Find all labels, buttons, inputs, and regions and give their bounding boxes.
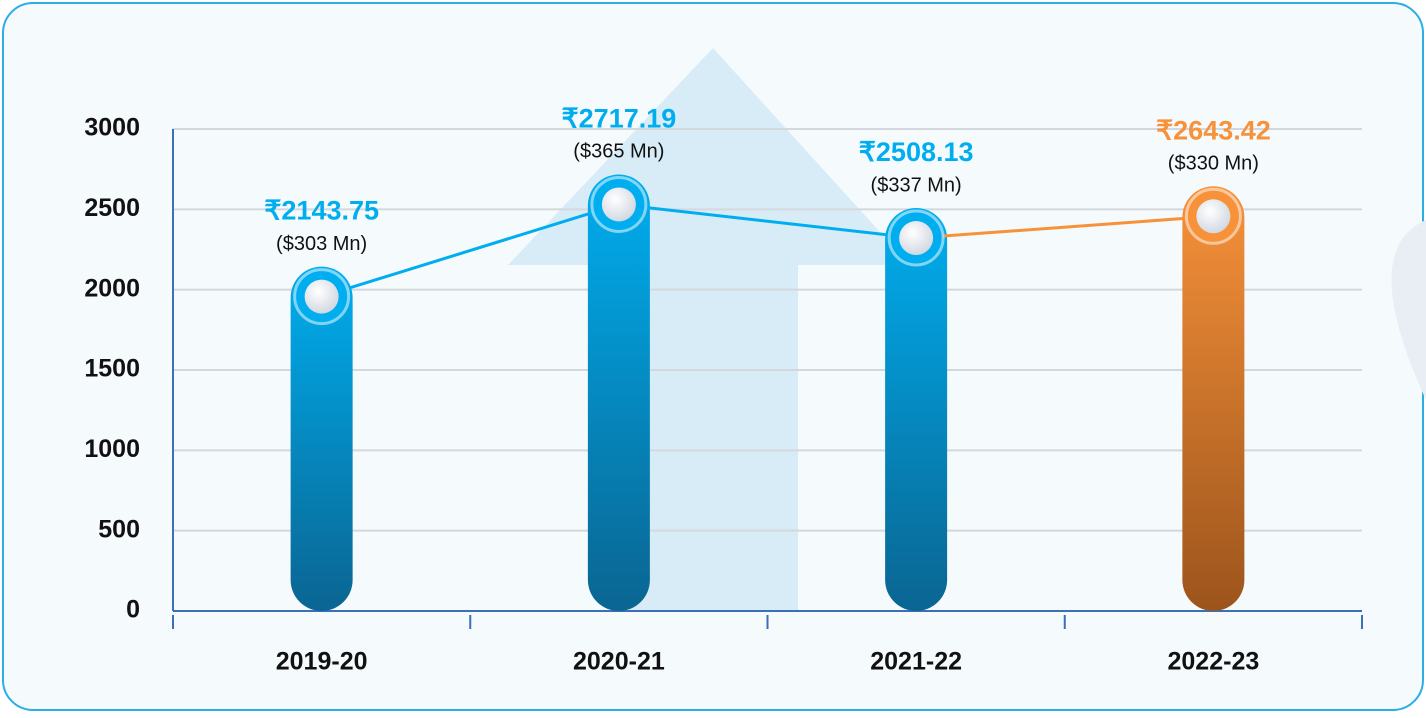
usd-label: ($365 Mn) [573,141,664,163]
x-tick-label: 2020-21 [573,648,665,676]
usd-label: ($337 Mn) [871,174,962,196]
value-label: ₹2643.42 [1156,115,1271,145]
bar [588,174,650,611]
value-label: ₹2143.75 [264,196,379,226]
y-tick-label: 2000 [84,274,140,302]
marker-dot [305,280,339,314]
bar [885,208,947,611]
y-tick-label: 500 [98,515,140,543]
marker-dot [602,187,636,221]
y-tick-label: 1000 [84,435,140,463]
y-tick-label: 2500 [84,194,140,222]
marker-dot [1196,199,1230,233]
y-tick-label: 1500 [84,355,140,383]
usd-label: ($303 Mn) [276,233,367,255]
usd-label: ($330 Mn) [1168,153,1259,175]
bar [1182,186,1244,611]
y-tick-label: 0 [126,596,140,624]
value-label: ₹2508.13 [859,137,974,167]
marker-dot [899,221,933,255]
x-tick-label: 2022-23 [1168,648,1260,676]
x-tick-label: 2019-20 [276,648,368,676]
x-tick-label: 2021-22 [870,648,962,676]
value-label: ₹2717.19 [561,104,676,134]
y-tick-label: 3000 [84,114,140,142]
